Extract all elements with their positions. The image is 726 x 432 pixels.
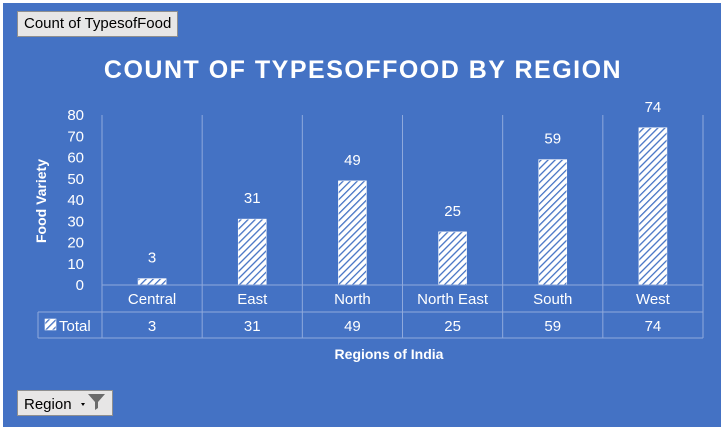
table-row-label: Total (59, 318, 91, 335)
filter-icon[interactable] (80, 391, 108, 419)
data-table: Central East North North East South West 3 31 49… (37, 284, 703, 339)
table-value: 74 (645, 318, 662, 335)
bar (438, 231, 467, 286)
data-label: 25 (444, 203, 461, 220)
data-labels: 3 31 49 25 59 74 (148, 99, 661, 267)
table-category-label: Central (128, 291, 176, 308)
y-tick-label: 60 (67, 150, 84, 167)
data-label: 49 (344, 152, 361, 169)
y-tick-label: 70 (67, 128, 84, 145)
table-value: 49 (344, 318, 361, 335)
region-field-label: Region (24, 395, 72, 413)
y-tick-label: 0 (76, 277, 84, 294)
y-tick-label: 80 (67, 107, 84, 124)
y-tick-label: 10 (67, 256, 84, 273)
table-category-label: East (237, 291, 268, 308)
bars (137, 127, 668, 286)
bar (137, 278, 167, 286)
data-label: 3 (148, 250, 156, 267)
gridlines (101, 115, 704, 338)
data-label: 74 (645, 99, 662, 116)
chart-title: COUNT OF TYPESOFFOOD BY REGION (103, 56, 623, 84)
legend-key-swatch (44, 318, 57, 331)
bar (638, 127, 668, 286)
table-category-label: North (334, 291, 371, 308)
y-axis-ticks: 0 10 20 30 40 50 60 70 80 (67, 107, 84, 294)
y-tick-label: 20 (67, 235, 84, 252)
bar (338, 180, 367, 286)
value-field-button[interactable]: Count of TypesofFood (17, 11, 179, 37)
table-category-label: South (533, 291, 572, 308)
y-tick-label: 30 (67, 213, 84, 230)
table-category-label: North East (417, 291, 489, 308)
table-value: 25 (444, 318, 461, 335)
x-axis-title: Regions of India (334, 346, 444, 362)
bar (538, 159, 568, 286)
data-label: 31 (244, 190, 261, 207)
table-value: 59 (544, 318, 561, 335)
bar (237, 218, 267, 286)
y-axis-title: Food Variety (33, 158, 49, 244)
table-category-label: West (636, 291, 671, 308)
y-tick-label: 40 (67, 192, 84, 209)
y-tick-label: 50 (67, 171, 84, 188)
data-label: 59 (544, 131, 561, 148)
region-field-button[interactable]: Region (17, 390, 113, 416)
table-value: 3 (148, 318, 156, 335)
table-value: 31 (244, 318, 261, 335)
